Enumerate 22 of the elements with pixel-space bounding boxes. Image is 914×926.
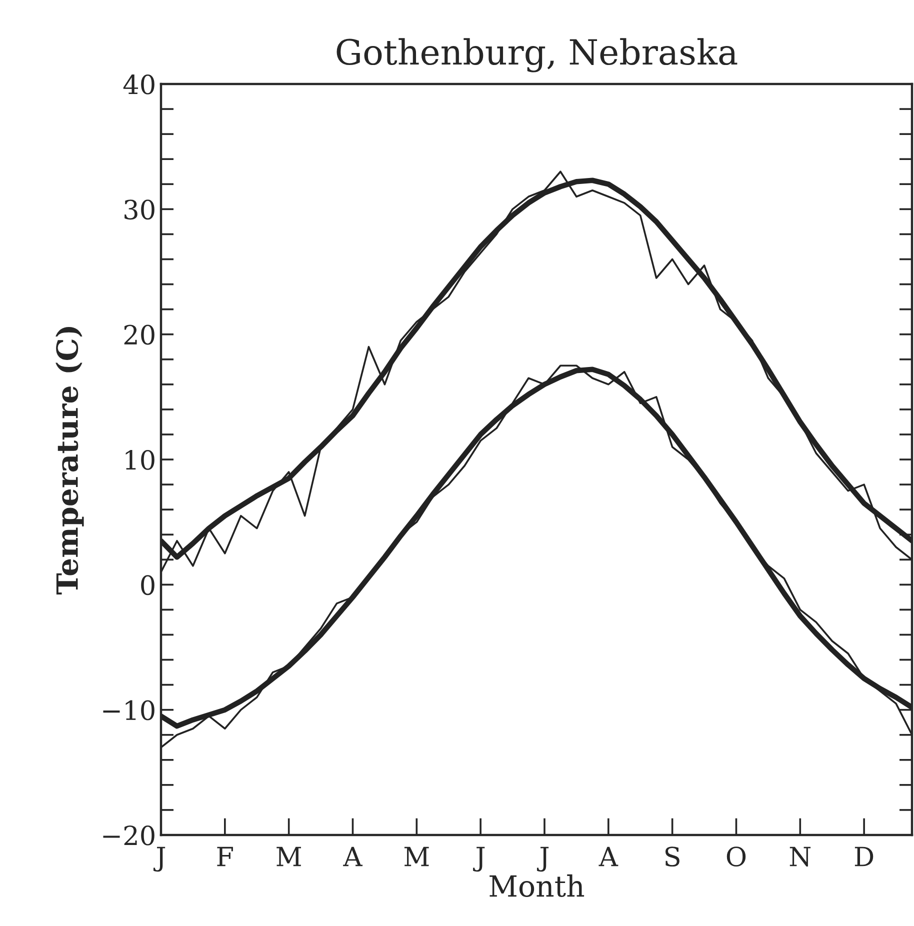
- x-tick-label: N: [790, 846, 811, 867]
- x-tick-label: M: [276, 846, 301, 866]
- x-tick-label: O: [726, 846, 746, 867]
- y-tick-label: 20: [124, 324, 154, 345]
- x-tick-label: A: [598, 846, 618, 866]
- y-tick-label: −10: [103, 700, 154, 720]
- y-tick-label: −20: [103, 825, 154, 846]
- x-tick-label: J: [473, 846, 485, 872]
- x-axis-title: Month: [490, 874, 584, 898]
- chart-title: Gothenburg, Nebraska: [336, 38, 738, 72]
- x-tick-label: M: [404, 846, 429, 866]
- y-tick-label: 30: [124, 200, 154, 220]
- x-tick-label: S: [666, 846, 680, 867]
- y-tick-label: 0: [141, 575, 154, 596]
- x-tick-label: F: [217, 846, 233, 866]
- y-tick-label: 10: [126, 450, 154, 470]
- y-axis-title: Temperature (C): [56, 327, 84, 594]
- y-tick-label: 40: [123, 74, 154, 94]
- x-tick-label: A: [343, 846, 363, 866]
- x-tick-label: D: [854, 846, 874, 866]
- x-tick-label: J: [153, 846, 166, 872]
- x-tick-label: J: [536, 846, 549, 872]
